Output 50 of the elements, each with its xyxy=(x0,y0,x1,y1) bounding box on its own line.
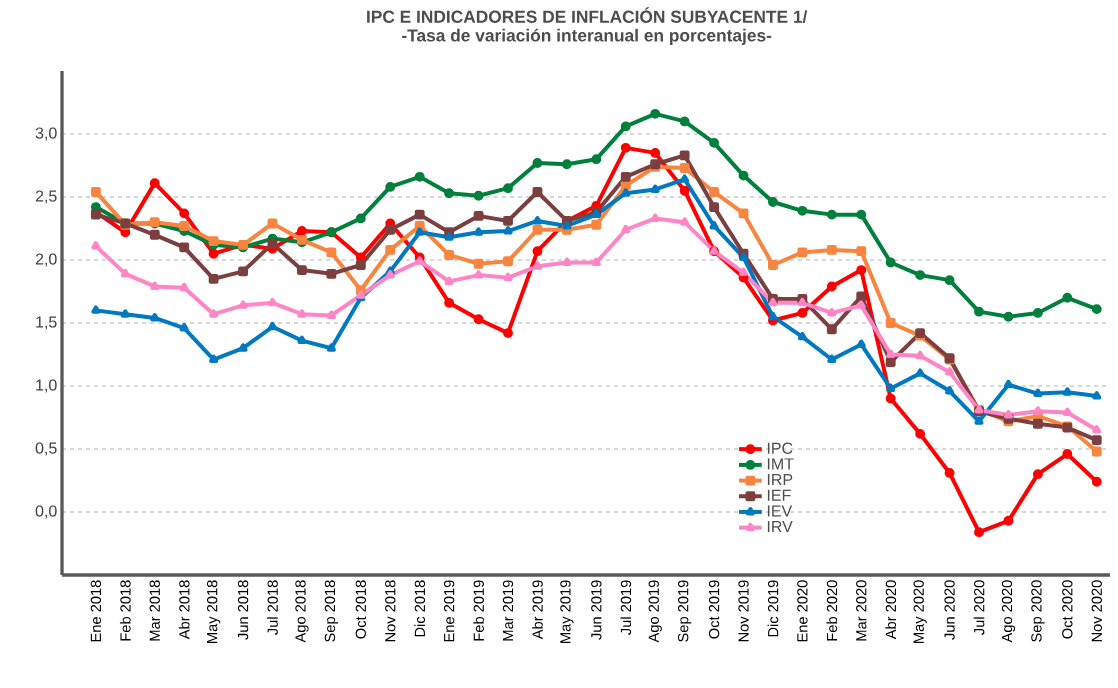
x-tick-label: Jul 2018 xyxy=(267,580,278,635)
x-tick-label: May 2019 xyxy=(560,580,574,643)
y-tick-label: 3,0 xyxy=(35,127,57,141)
x-tick-label: Jun 2018 xyxy=(237,580,249,640)
y-tick-label: 2,5 xyxy=(35,190,57,204)
x-tick-label: Abr 2018 xyxy=(178,580,190,640)
x-tick-label: Jul 2020 xyxy=(973,580,985,635)
legend-label: IRP xyxy=(767,474,793,486)
x-tick-label: Ene 2018 xyxy=(90,580,102,642)
y-tick-label: 0,0 xyxy=(35,505,57,519)
x-tick-label: Oct 2020 xyxy=(1062,580,1073,639)
x-tick-label: Mar 2018 xyxy=(149,580,160,641)
x-tick-label: Nov 2019 xyxy=(738,580,749,642)
x-tick-label: Nov 2020 xyxy=(1091,580,1102,642)
x-tick-label: Sep 2020 xyxy=(1031,580,1045,642)
x-tick-label: Ago 2019 xyxy=(648,580,662,643)
x-tick-label: Feb 2018 xyxy=(119,580,131,641)
x-tick-label: Ene 2019 xyxy=(443,580,455,642)
x-tick-label: Ene 2020 xyxy=(797,580,808,642)
x-tick-label: Jun 2019 xyxy=(591,580,602,640)
x-tick-label: Dic 2019 xyxy=(767,580,779,637)
x-tick-label: Oct 2019 xyxy=(708,580,720,639)
chart-title: IPC E INDICADORES DE INFLACIÓN SUBYACENTE 1/ xyxy=(367,7,808,24)
x-tick-label: Abr 2020 xyxy=(885,580,897,640)
legend-label: IRV xyxy=(767,521,793,533)
legend-label: IEF xyxy=(767,489,791,501)
legend-label: IPC xyxy=(767,442,793,454)
x-tick-label: May 2020 xyxy=(913,580,927,643)
x-tick-label: Mar 2019 xyxy=(502,580,514,641)
y-tick-label: 0,5 xyxy=(35,442,57,456)
y-tick-label: 1,0 xyxy=(36,379,57,393)
x-tick-label: Feb 2019 xyxy=(473,580,484,641)
chart-subtitle: -Tasa de variación interanual en porcentajes- xyxy=(402,28,772,46)
x-tick-label: Mar 2020 xyxy=(856,580,867,641)
legend-label: IEV xyxy=(767,505,793,517)
x-tick-label: Oct 2018 xyxy=(355,580,366,639)
x-tick-label: Sep 2018 xyxy=(324,580,338,642)
x-tick-label: Nov 2018 xyxy=(385,580,396,642)
x-tick-label: Ago 2018 xyxy=(295,580,309,643)
x-tick-label: Sep 2019 xyxy=(678,580,692,642)
y-tick-label: 2,0 xyxy=(35,253,57,267)
x-tick-label: Jun 2020 xyxy=(944,580,955,640)
x-tick-label: Feb 2020 xyxy=(826,580,838,641)
x-tick-label: Dic 2018 xyxy=(414,580,426,637)
x-tick-label: Ago 2020 xyxy=(1001,580,1016,643)
y-tick-label: 1,5 xyxy=(36,316,57,330)
x-tick-label: Abr 2019 xyxy=(532,580,543,640)
x-tick-label: Jul 2019 xyxy=(620,580,632,635)
x-tick-label: May 2018 xyxy=(206,580,221,643)
legend-label: IMT xyxy=(767,458,794,470)
